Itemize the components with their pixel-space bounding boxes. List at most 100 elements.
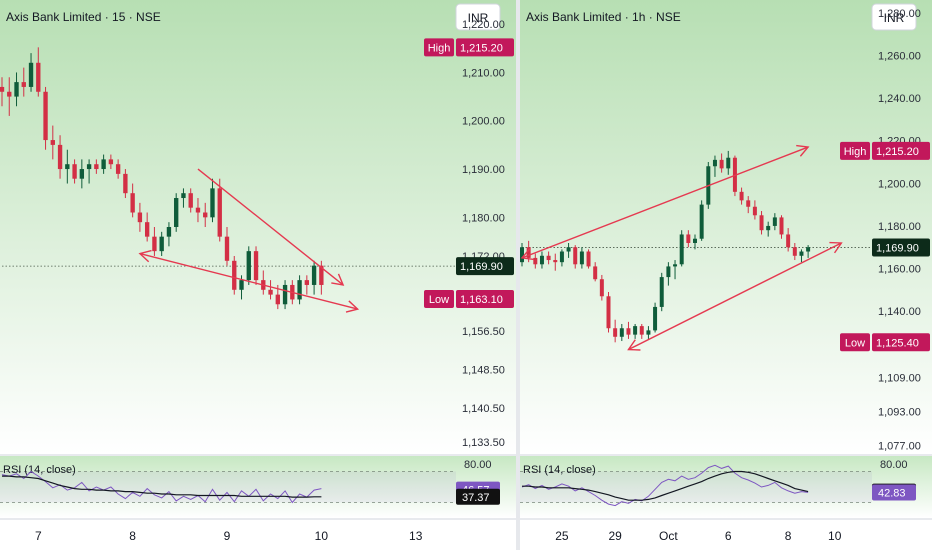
arrow-head-end bbox=[829, 241, 843, 254]
price-badge-tag: Low bbox=[429, 294, 449, 306]
rsi-label: RSI (14, close) bbox=[3, 464, 76, 476]
candle bbox=[646, 326, 651, 339]
candle-body bbox=[101, 159, 106, 170]
candle bbox=[79, 159, 85, 189]
main-pane-background bbox=[0, 0, 516, 454]
candle-body bbox=[7, 91, 12, 97]
candle-body bbox=[79, 169, 85, 179]
candle bbox=[21, 67, 26, 97]
candle-body bbox=[673, 264, 678, 267]
candle bbox=[712, 155, 717, 177]
price-badge-tag-box bbox=[840, 333, 870, 352]
candle-body bbox=[246, 251, 251, 281]
currency-button-box bbox=[871, 3, 917, 31]
y-tick-label: 1,160.00 bbox=[878, 264, 921, 276]
trendline bbox=[628, 242, 842, 351]
candle bbox=[101, 154, 106, 174]
candle-body bbox=[282, 284, 288, 305]
candle-body bbox=[239, 280, 244, 290]
candle-body bbox=[268, 289, 273, 295]
candle bbox=[224, 227, 230, 266]
price-badge-tag: High bbox=[428, 42, 451, 54]
price-badge-tag-box bbox=[840, 141, 870, 160]
x-tick-label: 25 bbox=[555, 529, 569, 543]
chart-panel-15min[interactable]: Axis Bank Limited · 15 · NSE INR 1,220.00 1… bbox=[0, 0, 516, 550]
candle bbox=[593, 262, 598, 282]
y-tick-label: 1,210.00 bbox=[462, 67, 505, 79]
candle-body bbox=[679, 234, 684, 265]
arrow-head-end bbox=[331, 273, 345, 286]
candle-body bbox=[57, 144, 63, 170]
candle bbox=[792, 242, 797, 261]
x-tick-label: Oct bbox=[659, 529, 678, 543]
candle bbox=[546, 251, 551, 265]
candle-body bbox=[699, 204, 704, 239]
candle bbox=[806, 245, 811, 258]
rsi-tick-label: 80.00 bbox=[880, 459, 908, 471]
candle bbox=[144, 212, 150, 242]
candle bbox=[14, 72, 19, 107]
y-tick-label: 1,180.00 bbox=[462, 212, 505, 224]
x-tick-label: 10 bbox=[828, 529, 842, 543]
candle bbox=[181, 188, 186, 208]
rsi-ma-line bbox=[522, 470, 809, 501]
candle-body bbox=[311, 265, 317, 285]
candle-body bbox=[533, 257, 538, 265]
x-tick-label: 6 bbox=[725, 529, 732, 543]
candle bbox=[726, 150, 731, 175]
candle bbox=[297, 275, 302, 305]
chart-panel-1h[interactable]: Axis Bank Limited · 1h · NSE INR 1,280.00 1… bbox=[520, 0, 932, 550]
candle-body bbox=[726, 157, 731, 169]
candle-body bbox=[746, 200, 751, 207]
candle-body bbox=[686, 234, 691, 243]
candle-body bbox=[792, 247, 797, 256]
candle bbox=[86, 159, 92, 184]
main-pane-background bbox=[520, 0, 932, 454]
currency-button[interactable]: INR bbox=[455, 3, 501, 31]
y-tick-label: 1,077.00 bbox=[878, 440, 921, 452]
candle-body bbox=[766, 225, 771, 231]
candle bbox=[666, 262, 671, 286]
price-badge-tag-box bbox=[424, 289, 454, 308]
candle-body bbox=[606, 296, 611, 329]
candle bbox=[759, 211, 764, 235]
candle-body bbox=[123, 173, 128, 194]
currency-button-label: INR bbox=[884, 11, 905, 25]
candle-body bbox=[546, 255, 551, 261]
rsi-badge-value: 37.37 bbox=[462, 492, 490, 504]
arrow-head-start bbox=[138, 249, 152, 263]
candle bbox=[123, 169, 128, 199]
candle bbox=[130, 183, 135, 218]
candle-body bbox=[224, 236, 230, 261]
candle bbox=[586, 249, 591, 269]
x-tick-label: 8 bbox=[129, 529, 136, 543]
price-badge-box bbox=[872, 333, 930, 352]
rsi-tick-label: 80.00 bbox=[464, 459, 492, 471]
candle bbox=[0, 77, 5, 107]
candle-body bbox=[772, 217, 777, 226]
candle bbox=[566, 242, 571, 258]
candle bbox=[553, 253, 558, 271]
candle bbox=[304, 275, 310, 295]
candle-body bbox=[586, 251, 591, 267]
candle bbox=[599, 274, 604, 301]
candle-body bbox=[28, 62, 34, 87]
price-badge: 1,169.90 bbox=[456, 257, 514, 276]
candle-body bbox=[181, 193, 186, 199]
chart-title: Axis Bank Limited · 15 · NSE bbox=[6, 10, 161, 24]
panel-divider[interactable] bbox=[516, 0, 520, 550]
y-tick-label: 1,220.00 bbox=[462, 19, 505, 31]
candle bbox=[108, 154, 114, 170]
candle bbox=[65, 149, 70, 184]
candle bbox=[653, 302, 658, 333]
candle-body bbox=[786, 234, 791, 248]
candle bbox=[50, 125, 55, 160]
trendline-arrow bbox=[520, 144, 810, 261]
trendline bbox=[139, 252, 358, 310]
candle bbox=[719, 153, 724, 173]
currency-button[interactable]: INR bbox=[871, 3, 917, 31]
candle bbox=[573, 245, 578, 269]
candle-body bbox=[50, 140, 55, 145]
